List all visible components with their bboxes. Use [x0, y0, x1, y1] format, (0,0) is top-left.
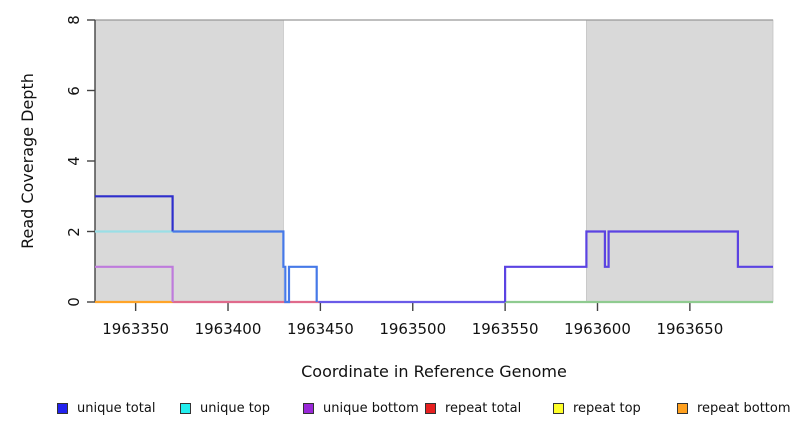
series-unique-total-left — [95, 195, 174, 232]
series-unique-total-mid — [172, 230, 318, 304]
x-tick-label: 1963550 — [471, 320, 539, 338]
legend-label: unique bottom — [323, 400, 419, 416]
legend-swatch — [425, 402, 436, 414]
legend-swatch — [677, 402, 688, 414]
legend-item: repeat top — [553, 400, 641, 416]
y-tick-label: 4 — [65, 156, 83, 166]
x-tick-label: 1963450 — [286, 320, 354, 338]
y-axis-title: Read Coverage Depth — [18, 73, 37, 249]
legend-item: repeat bottom — [677, 400, 791, 416]
series-unique-total-and-bottom-right — [504, 230, 773, 302]
legend-label: repeat bottom — [697, 400, 791, 416]
legend-swatch — [303, 402, 314, 414]
x-tick-label: 1963600 — [564, 320, 631, 338]
y-tick-label: 8 — [65, 15, 83, 25]
legend-swatch — [180, 402, 191, 414]
x-tick-label: 1963400 — [194, 320, 262, 338]
series-unique-bottom-left — [95, 265, 174, 302]
repeat-masked-region-right — [586, 19, 774, 303]
x-tick-label: 1963350 — [102, 320, 170, 338]
y-tick-label: 2 — [65, 226, 83, 237]
y-tick-label: 0 — [65, 297, 83, 307]
legend-swatch — [553, 402, 564, 414]
legend-item: repeat total — [425, 400, 521, 416]
legend-item: unique top — [180, 400, 270, 416]
repeat-masked-region-left — [94, 19, 284, 303]
legend-swatch — [57, 402, 68, 414]
x-axis-title: Coordinate in Reference Genome — [301, 362, 567, 381]
legend-label: repeat top — [573, 400, 641, 416]
x-tick-label: 1963650 — [656, 320, 724, 338]
y-tick-label: 6 — [65, 85, 83, 96]
x-tick-label: 1963500 — [379, 320, 447, 338]
legend-label: repeat total — [445, 400, 522, 416]
legend-item: unique bottom — [303, 400, 419, 416]
legend-item: unique total — [57, 400, 155, 416]
legend-label: unique top — [200, 400, 271, 416]
legend-label: unique total — [77, 400, 156, 416]
